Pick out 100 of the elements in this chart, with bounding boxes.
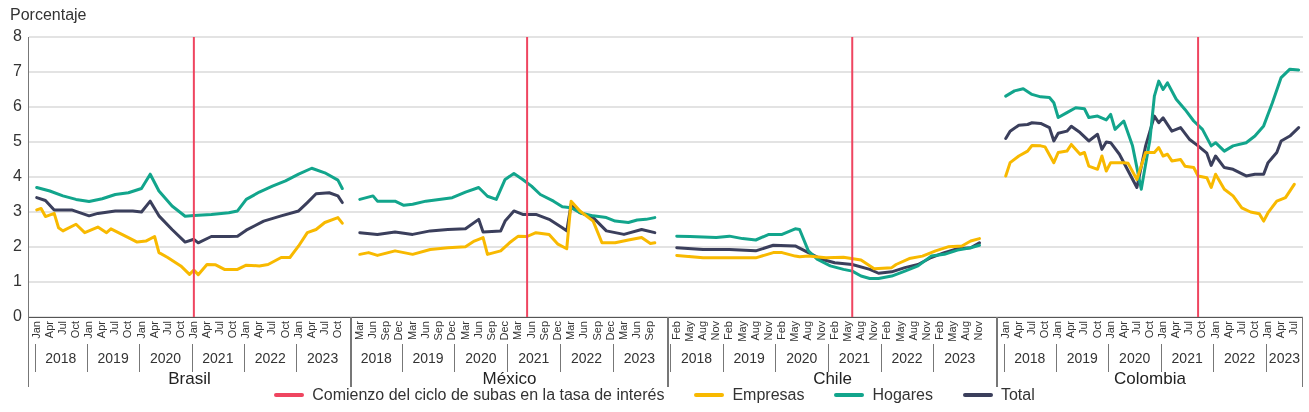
- x-tick-label: Jul: [1287, 321, 1300, 336]
- y-tick-label: 0: [13, 307, 23, 325]
- x-tick-label: Jun: [418, 321, 431, 339]
- x-tick-label: Dec: [550, 320, 563, 341]
- x-tick-label: Jul: [317, 321, 330, 336]
- x-tick-label: May: [788, 320, 801, 342]
- x-tick-label: Oct: [1143, 321, 1156, 339]
- x-tick-label: Aug: [696, 321, 709, 341]
- x-tick-label: Jan: [998, 321, 1011, 339]
- x-tick-label: Apr: [1274, 320, 1287, 339]
- x-tick-label: Apr: [199, 320, 212, 339]
- x-tick-label: Jun: [630, 321, 643, 339]
- x-tick-label: Nov: [709, 320, 722, 341]
- y-tick-label: 7: [13, 62, 23, 80]
- text: 2020: [1119, 349, 1151, 366]
- x-tick-label: Jul: [265, 321, 278, 336]
- x-tick-label: Oct: [226, 321, 239, 339]
- text: 2018: [1014, 349, 1046, 366]
- legend-label: Empresas: [732, 386, 805, 404]
- x-tick-label: Jan: [239, 321, 252, 339]
- text: 2023: [623, 349, 656, 366]
- x-tick-label: Aug: [801, 321, 814, 341]
- y-axis-title: Porcentaje: [10, 6, 87, 24]
- x-tick-label: Apr: [304, 320, 317, 339]
- y-tick-label: 2: [13, 237, 23, 255]
- x-tick-label: Jan: [1051, 321, 1064, 339]
- x-tick-label: Feb: [827, 321, 840, 340]
- text: 2021: [838, 349, 871, 366]
- x-tick-label: Nov: [761, 320, 774, 341]
- x-tick-label: Dec: [445, 320, 458, 341]
- x-tick-label: Apr: [42, 320, 55, 339]
- x-tick-label: Mar: [511, 320, 524, 340]
- x-tick-label: Jul: [160, 321, 173, 336]
- y-tick-label: 6: [13, 97, 23, 115]
- x-tick-label: Oct: [1090, 321, 1103, 339]
- x-tick-label: Jan: [29, 321, 42, 339]
- text: 2018: [45, 349, 77, 366]
- x-tick-label: Oct: [278, 321, 291, 339]
- x-tick-label: Oct: [69, 321, 82, 339]
- x-tick-label: Dec: [498, 320, 511, 341]
- x-tick-label: Jan: [1156, 321, 1169, 339]
- y-tick-label: 5: [13, 132, 23, 150]
- x-tick-label: Jan: [1261, 321, 1274, 339]
- x-tick-label: Jan: [291, 321, 304, 339]
- x-tick-label: Apr: [1116, 320, 1129, 339]
- x-tick-label: Jan: [1208, 321, 1221, 339]
- text: 2022: [570, 349, 603, 366]
- y-tick-label: 1: [13, 272, 23, 290]
- text: 2020: [149, 349, 182, 366]
- x-tick-label: Oct: [173, 321, 186, 339]
- x-tick-label: Feb: [669, 321, 682, 340]
- x-tick-label: Mar: [458, 320, 471, 340]
- x-tick-label: Oct: [330, 321, 343, 339]
- x-tick-label: Aug: [906, 321, 919, 341]
- y-tick-label: 8: [13, 27, 23, 45]
- x-tick-label: Sep: [484, 321, 497, 341]
- x-tick-label: Sep: [432, 321, 445, 341]
- x-tick-label: May: [840, 320, 853, 342]
- text: 2018: [680, 349, 713, 366]
- x-tick-label: Jul: [108, 321, 121, 336]
- x-axis-title: Colombia: [1114, 368, 1187, 388]
- y-tick-label: 4: [13, 167, 23, 185]
- x-tick-label: Aug: [854, 321, 867, 341]
- x-tick-label: Feb: [880, 321, 893, 340]
- x-axis-title: México: [482, 368, 537, 388]
- x-tick-label: Mar: [617, 320, 629, 340]
- text: 2022: [1224, 349, 1256, 366]
- x-tick-label: Apr: [147, 320, 160, 339]
- legend-label: Hogares: [872, 386, 933, 404]
- legend-label: Comienzo del ciclo de subas en la tasa de interés: [312, 386, 665, 404]
- x-tick-label: Nov: [814, 320, 827, 341]
- text: 2021: [518, 349, 550, 366]
- x-tick-label: Feb: [775, 321, 788, 340]
- x-tick-label: Aug: [959, 321, 972, 341]
- x-tick-label: Jul: [1182, 321, 1195, 336]
- x-tick-label: May: [893, 320, 906, 342]
- text: 2022: [254, 349, 287, 366]
- x-tick-label: Nov: [867, 320, 880, 341]
- legend-label: Total: [1000, 386, 1035, 404]
- x-tick-label: Oct: [1038, 321, 1051, 339]
- x-tick-label: May: [735, 320, 748, 342]
- x-tick-label: Apr: [252, 320, 265, 339]
- x-axis-title: Brasil: [168, 368, 211, 388]
- x-tick-label: Sep: [643, 321, 656, 341]
- text: 2020: [465, 349, 497, 366]
- x-tick-label: Apr: [1011, 320, 1024, 339]
- text: 2019: [1066, 349, 1099, 366]
- x-tick-label: Jan: [82, 321, 95, 339]
- x-tick-label: Jun: [366, 321, 379, 339]
- x-tick-label: Jun: [471, 321, 484, 339]
- x-tick-label: Feb: [722, 321, 735, 340]
- text: 2019: [412, 349, 444, 366]
- y-tick-label: 3: [13, 202, 23, 220]
- x-tick-label: Sep: [590, 321, 603, 341]
- x-tick-label: Apr: [95, 320, 108, 339]
- text: 2023: [307, 349, 339, 366]
- x-tick-label: Oct: [1195, 321, 1208, 339]
- text: 2023: [944, 349, 976, 366]
- x-tick-label: Jan: [1103, 321, 1116, 339]
- x-tick-label: Jul: [1234, 321, 1247, 336]
